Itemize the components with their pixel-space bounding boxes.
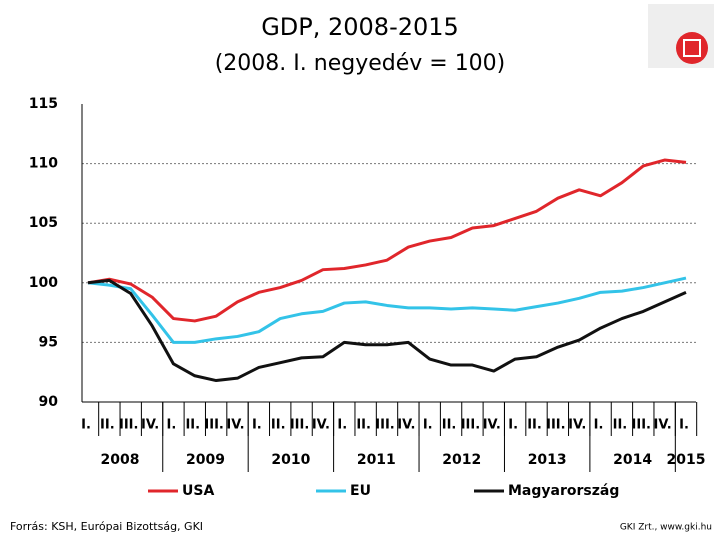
x-tick-label: III. [546, 418, 565, 433]
x-tick-label: I. [252, 418, 262, 433]
year-label: 2012 [442, 452, 481, 468]
x-tick-label: IV. [397, 418, 415, 433]
legend-label: Magyarország [508, 483, 619, 499]
x-tick-label: I. [594, 418, 604, 433]
series-line [87, 278, 687, 383]
y-tick-label: 110 [29, 156, 58, 172]
logo-grid [683, 39, 701, 57]
x-tick-label: II. [185, 418, 200, 433]
logo [648, 4, 714, 68]
year-label: 2013 [528, 452, 567, 468]
y-tick-label: 95 [39, 334, 58, 350]
x-tick-label: I. [423, 418, 433, 433]
x-tick-label: II. [442, 418, 457, 433]
x-tick-label: I. [167, 418, 177, 433]
credit: GKI Zrt., www.gki.hu [620, 523, 712, 533]
y-tick-label: 100 [29, 275, 58, 291]
x-tick-label: III. [290, 418, 309, 433]
year-label: 2010 [271, 452, 310, 468]
x-tick-label: I. [337, 418, 347, 433]
x-tick-label: IV. [654, 418, 672, 433]
x-tick-label: III. [375, 418, 394, 433]
x-tick-label: I. [81, 418, 91, 433]
x-tick-label: III. [204, 418, 223, 433]
x-tick-label: II. [271, 418, 286, 433]
chart-title: GDP, 2008-2015 [261, 13, 459, 41]
x-tick-label: I. [679, 418, 689, 433]
year-label: 2008 [101, 452, 140, 468]
x-tick-label: II. [100, 418, 115, 433]
x-tick-label: I. [508, 418, 518, 433]
x-tick-label: IV. [312, 418, 330, 433]
year-label: 2015 [667, 452, 706, 468]
legend-label: USA [182, 483, 214, 499]
year-label: 2011 [357, 452, 396, 468]
x-tick-label: IV. [141, 418, 159, 433]
series-line [87, 158, 687, 323]
y-tick-label: 115 [29, 96, 58, 112]
x-tick-label: III. [461, 418, 480, 433]
series-line [87, 276, 687, 344]
year-label: 2014 [613, 452, 652, 468]
x-tick-label: II. [613, 418, 628, 433]
x-tick-label: II. [356, 418, 371, 433]
logo-circle [676, 32, 708, 64]
x-tick-label: III. [632, 418, 651, 433]
y-tick-label: 90 [39, 394, 59, 410]
x-tick-label: III. [119, 418, 138, 433]
x-tick-label: IV. [568, 418, 586, 433]
y-tick-label: 105 [29, 215, 58, 231]
x-tick-label: IV. [226, 418, 244, 433]
x-tick-label: IV. [483, 418, 501, 433]
year-label: 2009 [186, 452, 225, 468]
chart-subtitle: (2008. I. negyedév = 100) [215, 51, 506, 76]
legend-label: EU [350, 483, 371, 499]
source: Forrás: KSH, Európai Bizottság, GKI [10, 520, 203, 533]
x-tick-label: II. [527, 418, 542, 433]
